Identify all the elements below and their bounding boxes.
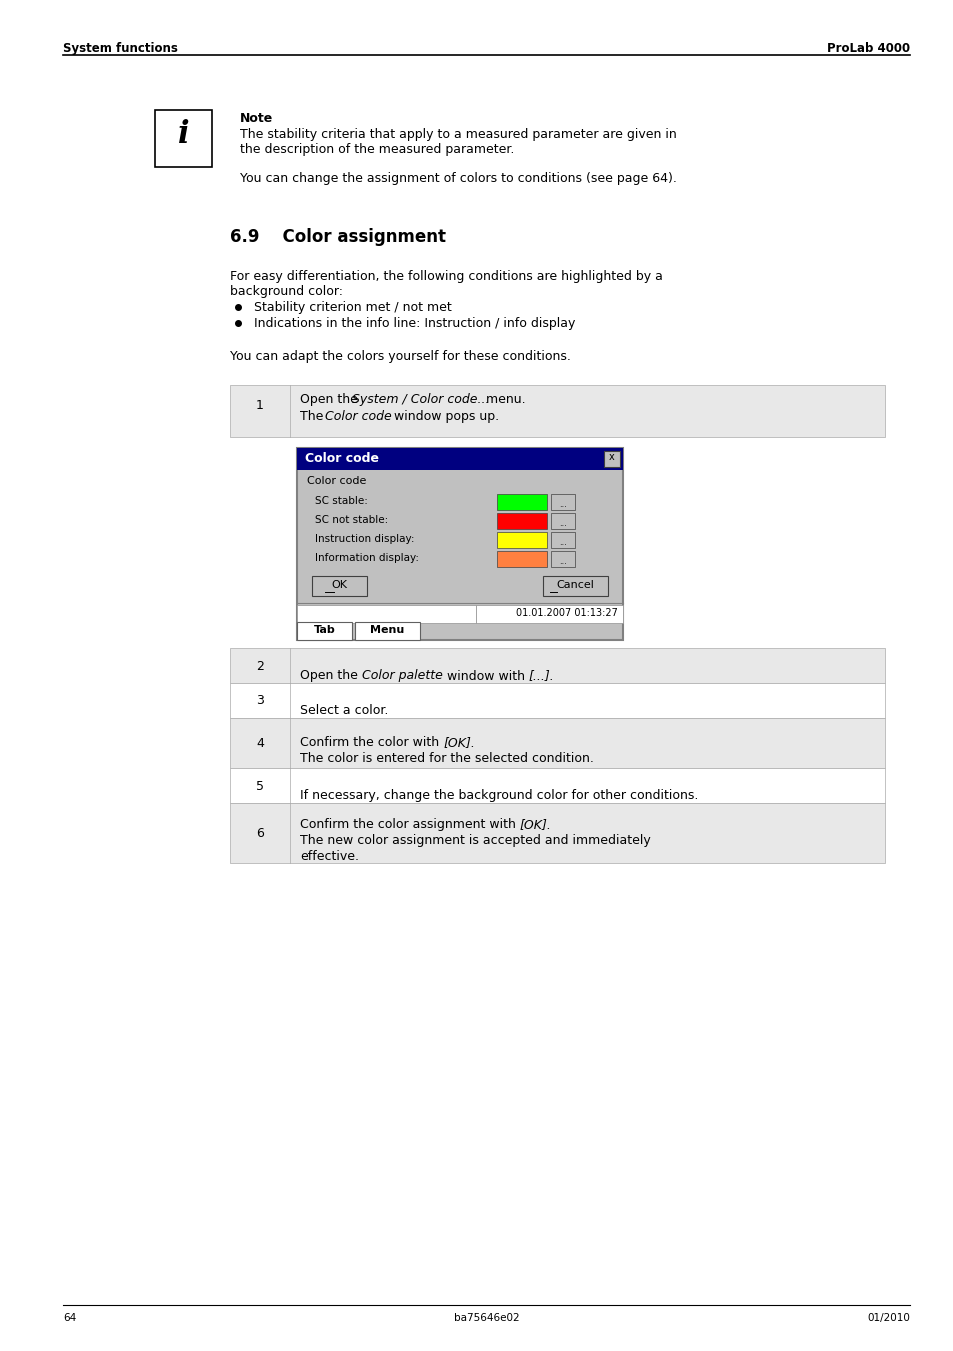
Text: window pops up.: window pops up. — [390, 409, 498, 423]
Bar — [551, 494, 575, 509]
Bar — [230, 684, 884, 717]
Text: Color code: Color code — [305, 453, 378, 465]
Text: Indications in the info line: Instruction / info display: Indications in the info line: Instructio… — [253, 317, 575, 330]
Text: Cancel: Cancel — [556, 580, 594, 590]
Bar — [355, 621, 419, 640]
Text: Information display:: Information display: — [314, 553, 418, 563]
Text: The: The — [299, 409, 327, 423]
Bar — [551, 532, 575, 549]
Bar — [497, 532, 546, 549]
Text: Menu: Menu — [370, 626, 404, 635]
Bar — [497, 513, 546, 530]
Bar — [296, 605, 476, 623]
Text: 2: 2 — [255, 659, 264, 673]
Text: effective.: effective. — [299, 850, 358, 863]
Text: Open the: Open the — [299, 670, 361, 682]
Text: window with: window with — [442, 670, 528, 682]
Text: Confirm the color assignment with: Confirm the color assignment with — [299, 817, 519, 831]
Text: If necessary, change the background color for other conditions.: If necessary, change the background colo… — [299, 789, 698, 802]
Text: i: i — [177, 119, 189, 150]
Text: Color code: Color code — [307, 476, 366, 486]
Bar — [230, 385, 884, 436]
Text: The stability criteria that apply to a measured parameter are given in: The stability criteria that apply to a m… — [240, 128, 676, 141]
Bar — [230, 767, 884, 802]
Bar — [312, 576, 367, 596]
Text: Confirm the color with: Confirm the color with — [299, 736, 442, 748]
Text: Instruction display:: Instruction display: — [314, 534, 414, 544]
Text: 6: 6 — [255, 827, 264, 840]
Text: Tab: Tab — [314, 626, 335, 635]
Text: [OK].: [OK]. — [442, 736, 475, 748]
Text: ...: ... — [558, 519, 566, 528]
Text: 5: 5 — [255, 780, 264, 793]
Bar — [551, 513, 575, 530]
Text: ProLab 4000: ProLab 4000 — [826, 42, 909, 55]
Text: Open the: Open the — [299, 393, 361, 407]
Text: ...: ... — [558, 557, 566, 566]
Text: [OK].: [OK]. — [519, 817, 551, 831]
Text: background color:: background color: — [230, 285, 343, 299]
Text: System functions: System functions — [63, 42, 177, 55]
Text: Color palette: Color palette — [361, 670, 442, 682]
Text: ...: ... — [558, 538, 566, 547]
Text: the description of the measured parameter.: the description of the measured paramete… — [240, 143, 514, 155]
Text: [...].: [...]. — [528, 670, 554, 682]
Text: 64: 64 — [63, 1313, 76, 1323]
Bar — [230, 717, 884, 767]
Text: You can adapt the colors yourself for these conditions.: You can adapt the colors yourself for th… — [230, 350, 570, 363]
Text: ...: ... — [558, 500, 566, 509]
Bar — [296, 449, 622, 640]
Text: 4: 4 — [255, 738, 264, 750]
Bar — [542, 576, 607, 596]
Text: The color is entered for the selected condition.: The color is entered for the selected co… — [299, 753, 594, 765]
Bar — [497, 494, 546, 509]
Text: 3: 3 — [255, 694, 264, 708]
Bar — [230, 648, 884, 684]
Text: 01.01.2007 01:13:27: 01.01.2007 01:13:27 — [516, 608, 618, 617]
Text: You can change the assignment of colors to conditions (see page 64).: You can change the assignment of colors … — [240, 172, 677, 185]
Text: SC stable:: SC stable: — [314, 496, 368, 507]
Text: 6.9    Color assignment: 6.9 Color assignment — [230, 228, 446, 246]
Text: ba75646e02: ba75646e02 — [454, 1313, 519, 1323]
Text: Stability criterion met / not met: Stability criterion met / not met — [253, 301, 452, 313]
Text: For easy differentiation, the following conditions are highlighted by a: For easy differentiation, the following … — [230, 270, 662, 282]
Text: 1: 1 — [255, 399, 264, 412]
Bar — [154, 109, 212, 168]
Bar — [296, 621, 352, 640]
Bar — [230, 802, 884, 863]
Text: Color code: Color code — [325, 409, 392, 423]
Bar — [476, 605, 622, 623]
Bar — [296, 449, 622, 470]
Text: 01/2010: 01/2010 — [866, 1313, 909, 1323]
Text: The new color assignment is accepted and immediately: The new color assignment is accepted and… — [299, 834, 650, 847]
Text: x: x — [608, 453, 615, 462]
Text: SC not stable:: SC not stable: — [314, 515, 388, 526]
Text: System / Color code...: System / Color code... — [352, 393, 489, 407]
Text: Select a color.: Select a color. — [299, 704, 388, 717]
Bar — [603, 451, 619, 467]
Text: menu.: menu. — [481, 393, 525, 407]
Bar — [497, 551, 546, 567]
Text: Note: Note — [240, 112, 273, 126]
Text: OK: OK — [331, 580, 347, 590]
Bar — [551, 551, 575, 567]
